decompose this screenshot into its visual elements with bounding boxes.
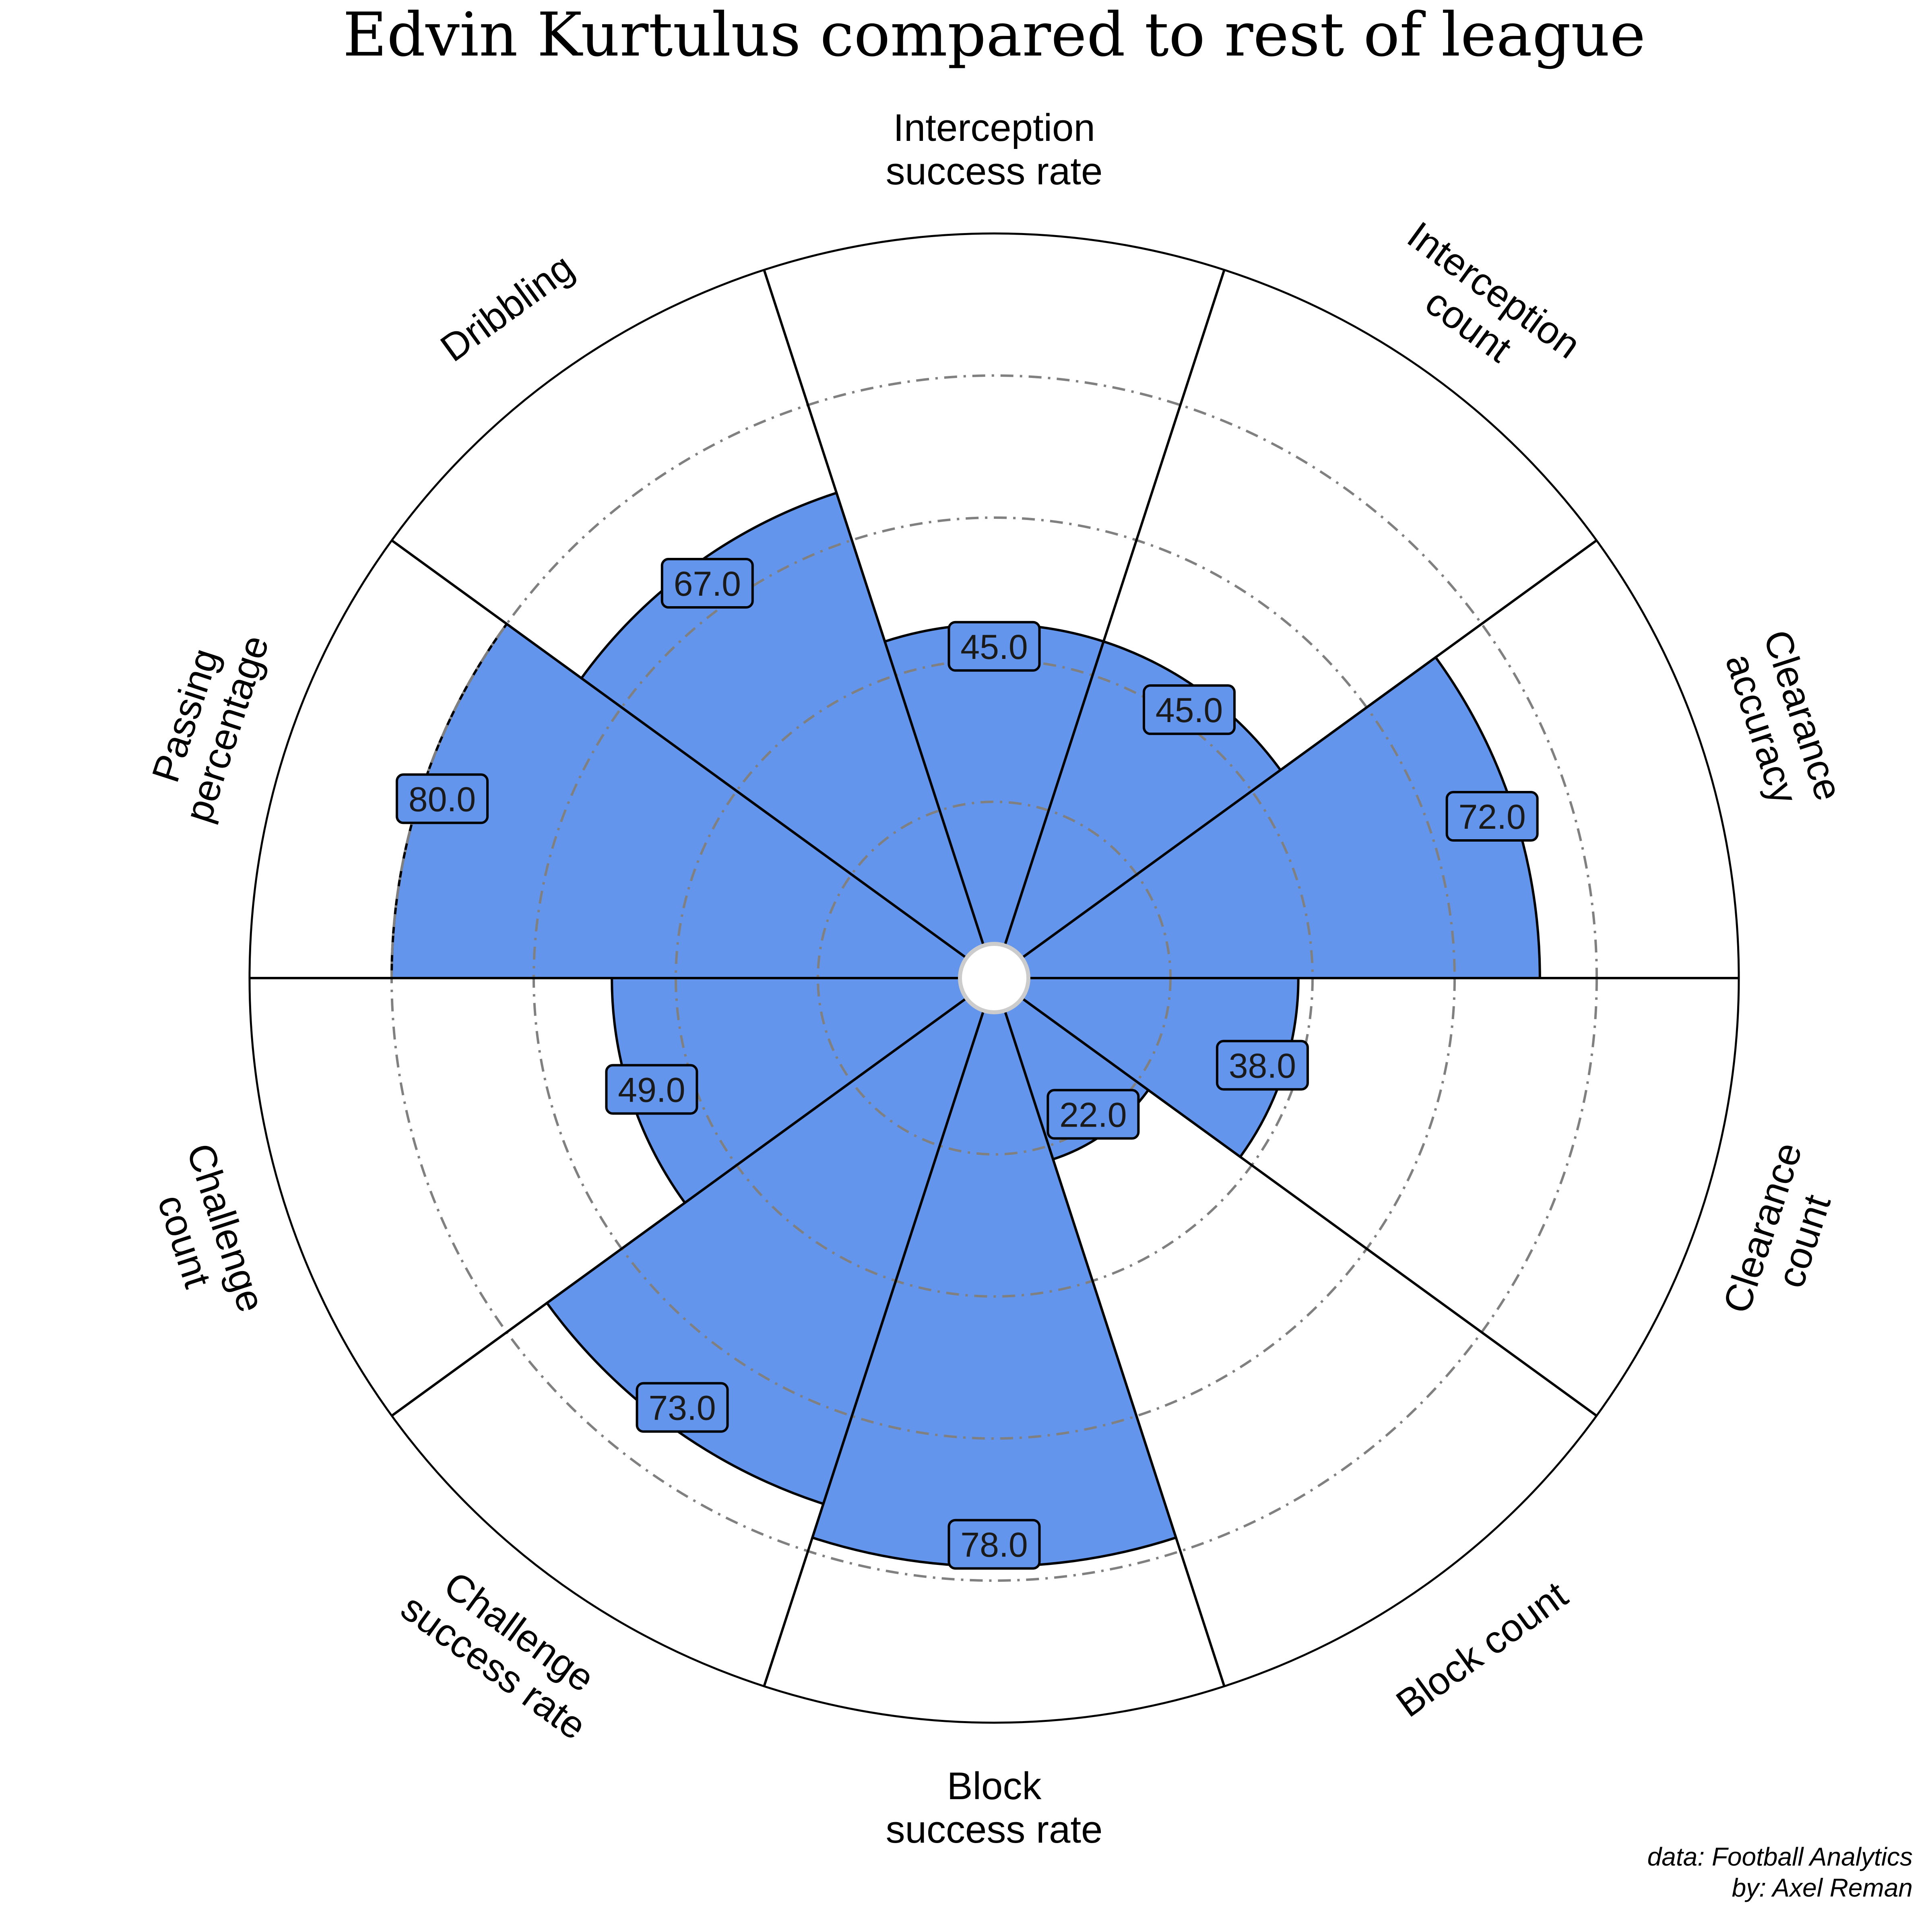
param-label-group: Dribbling — [433, 246, 581, 370]
value-label: 45.0 — [960, 628, 1028, 667]
value-label: 78.0 — [960, 1526, 1028, 1565]
param-label: Interceptioncount — [1374, 213, 1588, 402]
param-label-group: Block count — [1389, 1573, 1575, 1726]
param-label: Dribbling — [433, 246, 581, 370]
value-box — [1046, 1089, 1140, 1140]
value-box — [1142, 684, 1236, 735]
value-box — [947, 621, 1041, 672]
chart-title: Edvin Kurtulus compared to rest of leagu… — [343, 0, 1646, 70]
value-label: 80.0 — [409, 780, 476, 819]
spoke-line — [1003, 269, 1226, 946]
param-label: Interception success rate — [886, 106, 1103, 193]
value-label: 45.0 — [1156, 691, 1223, 730]
param-label-group: Interceptioncount — [1374, 213, 1588, 402]
param-label: Passingpercentage — [135, 617, 277, 827]
param-label-group: Clearancecount — [1715, 1137, 1852, 1332]
slices-layer — [390, 491, 1541, 1568]
credit-author: by: Axel Reman — [1732, 1873, 1913, 1902]
value-label: 67.0 — [674, 565, 741, 603]
spoke-line — [763, 1010, 985, 1687]
value-box — [947, 1519, 1041, 1570]
value-label: 38.0 — [1229, 1047, 1296, 1086]
value-box — [636, 1382, 729, 1433]
center-circle — [958, 942, 1030, 1014]
spoke-line — [391, 539, 967, 959]
value-label: 73.0 — [648, 1389, 716, 1428]
credit-source: data: Football Analytics — [1647, 1842, 1913, 1871]
param-label-group: Clearanceaccuracy — [1714, 625, 1851, 819]
outer-ring — [248, 232, 1740, 1724]
value-box — [661, 558, 754, 609]
param-label: Block success rate — [886, 1765, 1103, 1851]
value-label: 22.0 — [1059, 1096, 1127, 1134]
value-box — [1445, 791, 1539, 842]
value-box — [396, 773, 489, 824]
param-label-group: Challengecount — [137, 1138, 273, 1331]
spokes-layer — [250, 269, 1739, 1687]
param-label-group: Interception success rate — [886, 106, 1103, 193]
param-label-group: Passingpercentage — [135, 617, 277, 828]
value-label: 72.0 — [1458, 798, 1525, 836]
spoke-line — [1021, 539, 1598, 959]
spoke-line — [391, 997, 967, 1417]
value-label: 49.0 — [618, 1071, 685, 1110]
param-label: Clearanceaccuracy — [1714, 625, 1851, 819]
spoke-line — [1021, 997, 1598, 1417]
spoke-line — [763, 269, 985, 946]
values-layer: 45.0 45.0 72.0 38.0 22.0 78.0 73.0 49.0 80.0 67.0 — [396, 558, 1539, 1570]
param-label: Challengecount — [137, 1138, 273, 1331]
value-box — [605, 1064, 698, 1115]
value-box — [1216, 1040, 1309, 1091]
param-label: Challengesuccess rate — [393, 1550, 619, 1748]
param-label: Clearancecount — [1715, 1137, 1852, 1332]
param-label-group: Challengesuccess rate — [393, 1550, 619, 1748]
spoke-line — [1003, 1010, 1226, 1687]
param-label: Block count — [1389, 1573, 1575, 1726]
param-label-group: Block success rate — [886, 1765, 1103, 1851]
